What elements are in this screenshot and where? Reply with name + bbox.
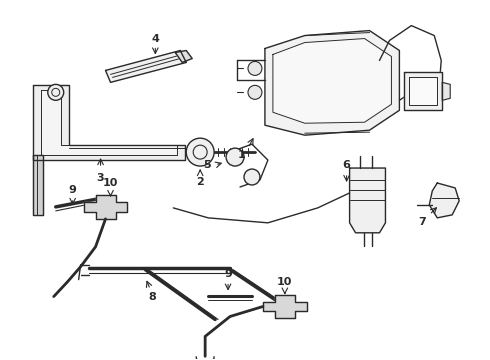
Polygon shape	[349, 168, 386, 233]
Polygon shape	[429, 183, 459, 218]
Text: 10: 10	[103, 178, 118, 188]
Text: 3: 3	[97, 173, 104, 183]
Polygon shape	[33, 155, 43, 215]
Text: 8: 8	[148, 292, 156, 302]
Circle shape	[244, 169, 260, 185]
Text: 4: 4	[151, 33, 159, 44]
Text: 1: 1	[238, 150, 246, 160]
Polygon shape	[265, 31, 399, 135]
Polygon shape	[175, 50, 192, 62]
Polygon shape	[84, 195, 127, 219]
Polygon shape	[273, 39, 392, 123]
Polygon shape	[409, 77, 437, 105]
Text: 10: 10	[277, 276, 293, 287]
Text: 6: 6	[343, 160, 350, 170]
Circle shape	[48, 84, 64, 100]
Text: 7: 7	[418, 217, 426, 227]
Circle shape	[248, 85, 262, 99]
Circle shape	[226, 148, 244, 166]
Text: 9: 9	[69, 185, 76, 195]
Polygon shape	[404, 72, 442, 110]
Circle shape	[248, 62, 262, 75]
Polygon shape	[442, 82, 450, 100]
Polygon shape	[33, 85, 185, 160]
Text: 2: 2	[196, 177, 204, 187]
Text: 9: 9	[224, 269, 232, 279]
Polygon shape	[263, 294, 307, 319]
Polygon shape	[41, 90, 177, 155]
Polygon shape	[105, 50, 186, 82]
Text: 5: 5	[203, 160, 211, 170]
Circle shape	[186, 138, 214, 166]
